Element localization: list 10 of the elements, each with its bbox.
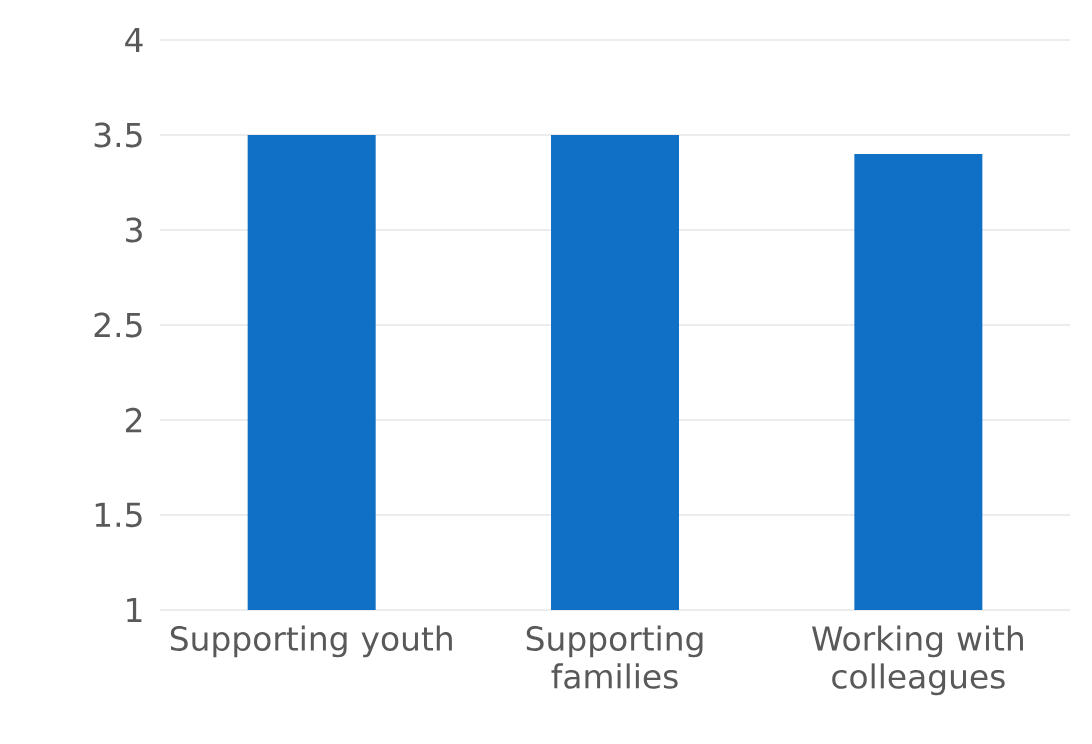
x-tick-label: Supporting families <box>526 625 703 689</box>
y-tick-label: 1 <box>127 598 142 622</box>
y-tick-label: 3 <box>126 217 142 243</box>
x-tick-label: Supporting youth <box>170 625 452 658</box>
y-tick-label: 1.5 <box>95 502 142 528</box>
x-tick-label: Working with colleagues <box>812 625 1023 696</box>
y-tick-label: 3.5 <box>94 122 142 148</box>
y-tick-label: 2 <box>125 407 142 433</box>
y-tick-label: 2.5 <box>94 312 142 338</box>
y-tick-label: 4 <box>125 28 143 52</box>
